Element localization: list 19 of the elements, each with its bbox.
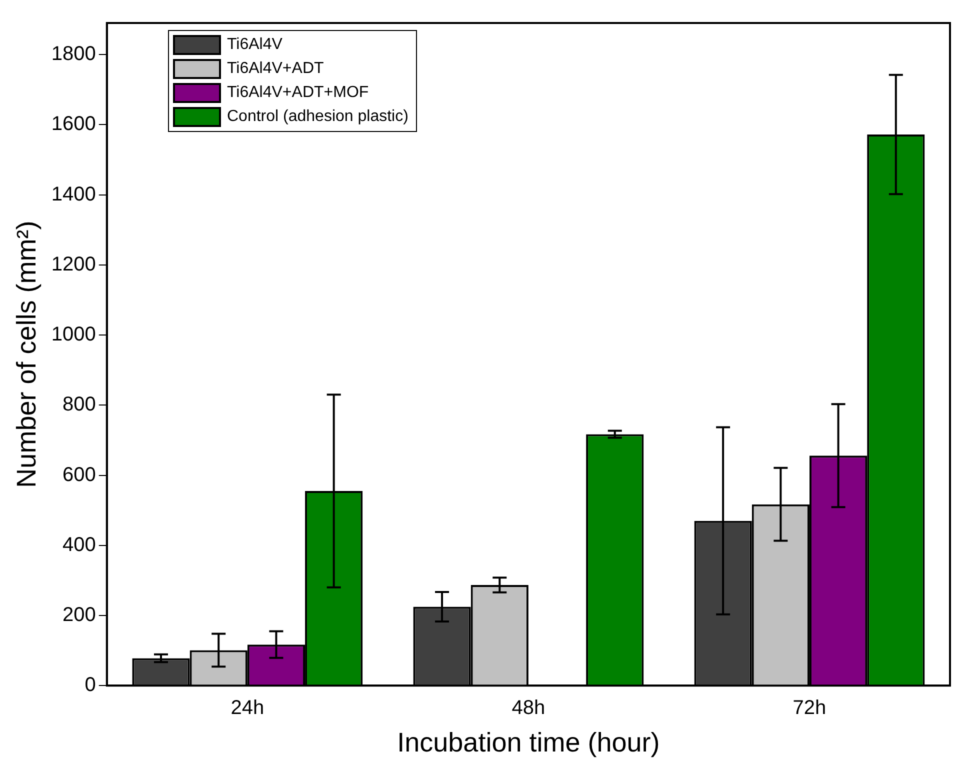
y-tick-label: 600: [62, 464, 96, 486]
y-tick-label: 200: [62, 604, 96, 626]
y-tick-label: 1000: [51, 324, 96, 346]
y-tick-label: 1400: [51, 183, 96, 206]
legend-label: Ti6Al4V: [227, 36, 282, 54]
y-tick-label: 0: [84, 674, 96, 696]
y-tick-label: 800: [62, 394, 96, 416]
x-tick-label: 48h: [512, 697, 546, 720]
y-tick-label: 1800: [51, 43, 96, 66]
x-tick-label: 72h: [792, 697, 826, 720]
legend-label: Ti6Al4V+ADT: [227, 60, 324, 78]
legend-label: Ti6Al4V+ADT+MOF: [227, 84, 369, 102]
y-axis-title: Number of cells (mm²): [12, 220, 42, 488]
x-tick-label: 24h: [230, 697, 264, 720]
y-tick-label: 1600: [51, 113, 96, 136]
y-tick-label: 400: [62, 534, 96, 556]
y-tick-label: 1200: [51, 253, 96, 276]
legend-label: Control (adhesion plastic): [227, 108, 408, 126]
x-axis-title: Incubation time (hour): [397, 727, 660, 758]
